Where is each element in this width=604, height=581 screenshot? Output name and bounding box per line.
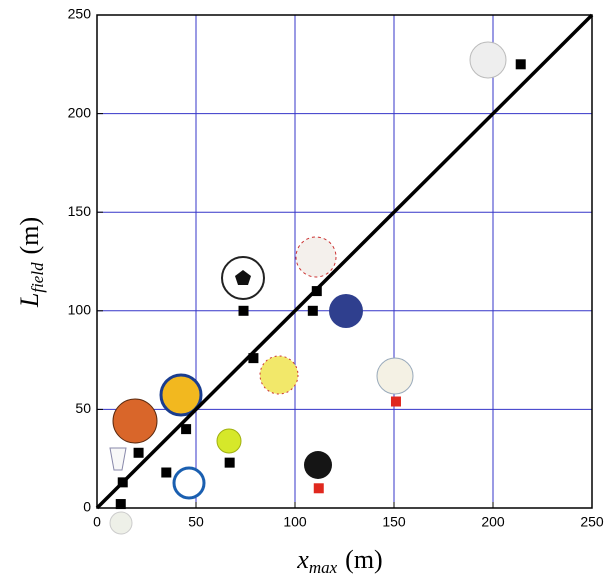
cricket-ball bbox=[376, 357, 414, 395]
point bbox=[307, 305, 318, 316]
y-tick-label: 100 bbox=[68, 302, 92, 318]
reference-line bbox=[95, 13, 594, 510]
point bbox=[115, 499, 126, 510]
ball-icons bbox=[109, 41, 507, 535]
point bbox=[161, 467, 172, 478]
squash-ball bbox=[304, 451, 332, 479]
x-axis-title: xmax (m) bbox=[296, 545, 382, 577]
x-tick-label: 50 bbox=[188, 514, 204, 530]
point bbox=[224, 457, 235, 468]
beach-volleyball bbox=[172, 466, 206, 500]
tennis-ball bbox=[216, 428, 242, 454]
point bbox=[390, 396, 401, 407]
y-tick-label: 150 bbox=[68, 203, 92, 219]
y-unit: (m) bbox=[15, 217, 44, 255]
dodgeball bbox=[329, 294, 363, 328]
point bbox=[238, 305, 249, 316]
y-tick-label: 0 bbox=[83, 499, 91, 515]
y-subscript: field bbox=[28, 262, 47, 293]
x-subscript: max bbox=[309, 558, 338, 577]
point bbox=[248, 353, 259, 364]
softball bbox=[259, 355, 299, 395]
x-tick-label: 200 bbox=[481, 514, 505, 530]
y-axis-title: Lfield (m) bbox=[15, 217, 47, 308]
x-tick-label: 150 bbox=[382, 514, 406, 530]
ping-pong-ball bbox=[109, 511, 133, 535]
x-tick-label: 100 bbox=[283, 514, 307, 530]
y-symbol: L bbox=[15, 293, 44, 308]
y-tick-label: 50 bbox=[75, 400, 91, 416]
basketball bbox=[112, 398, 158, 444]
volleyball bbox=[159, 373, 203, 417]
soccer-patch bbox=[235, 270, 251, 285]
ticks: 0 50 100 150 200 250 0 50 100 150 200 250 bbox=[68, 6, 604, 530]
point bbox=[313, 483, 324, 494]
x-unit: (m) bbox=[345, 545, 383, 574]
x-tick-label: 250 bbox=[580, 514, 604, 530]
plot-frame bbox=[96, 14, 593, 509]
y-tick-label: 250 bbox=[68, 6, 92, 22]
marks bbox=[95, 13, 594, 510]
point bbox=[133, 447, 144, 458]
y-tick-label: 200 bbox=[68, 104, 92, 120]
x-symbol: x bbox=[296, 545, 309, 574]
shuttlecock bbox=[109, 447, 127, 471]
point bbox=[515, 59, 526, 70]
x-tick-label: 0 bbox=[93, 514, 101, 530]
point bbox=[181, 424, 192, 435]
baseball bbox=[295, 236, 337, 278]
golf-ball bbox=[469, 41, 507, 79]
